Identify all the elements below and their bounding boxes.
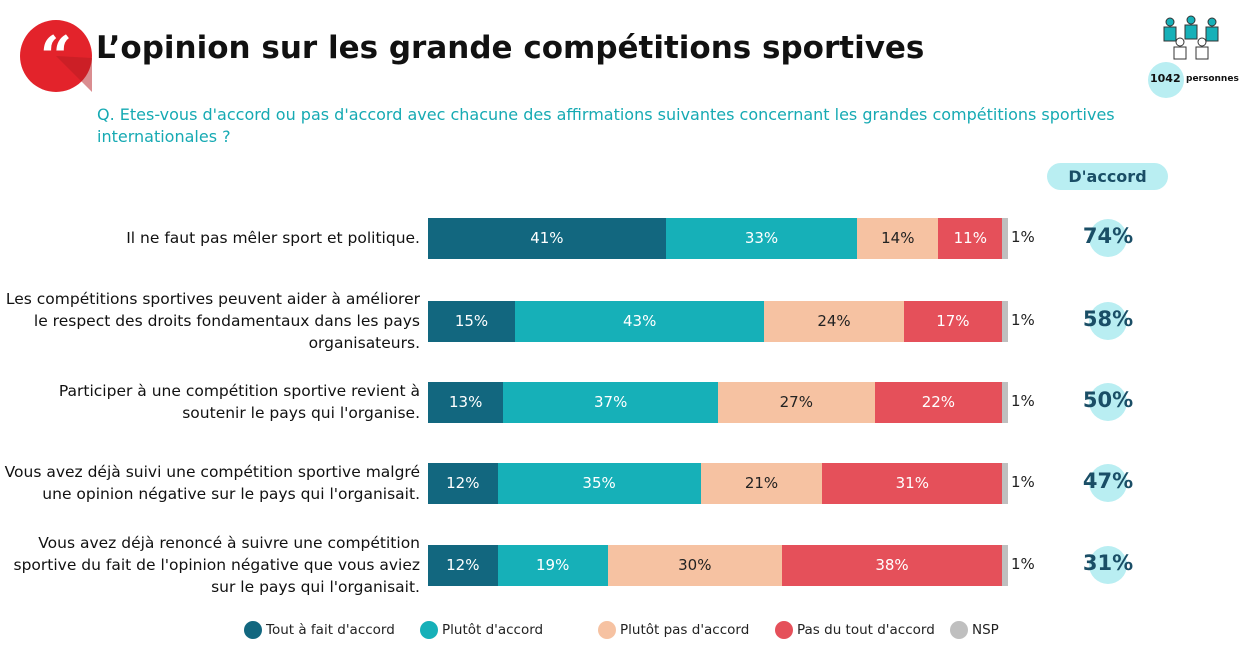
category-label: Participer à une compétition sportive re… bbox=[58, 382, 420, 422]
legend-swatch bbox=[775, 621, 793, 639]
agree-badge bbox=[1089, 219, 1127, 257]
bar-segment: 17% bbox=[903, 300, 1003, 342]
category-label: Vous avez déjà suivi une compétition spo… bbox=[4, 463, 420, 503]
bar-segment: 12% bbox=[428, 462, 498, 504]
bar-segment: 12% bbox=[428, 544, 498, 586]
bar-segment bbox=[1002, 462, 1008, 504]
agree-header: D'accord bbox=[1047, 163, 1168, 190]
bar-segment: 14% bbox=[857, 217, 939, 259]
bar-segment: 21% bbox=[700, 462, 823, 504]
nsp-label: 1% bbox=[1011, 555, 1035, 573]
quote-icon: “ bbox=[20, 20, 92, 92]
bar-segment bbox=[1002, 381, 1008, 423]
agree-badge bbox=[1089, 383, 1127, 421]
bar-segment: 31% bbox=[822, 462, 1003, 504]
people-icon bbox=[1163, 15, 1219, 60]
nsp-label: 1% bbox=[1011, 311, 1035, 329]
legend-swatch bbox=[598, 621, 616, 639]
bar-segment: 24% bbox=[764, 300, 904, 342]
agree-badge bbox=[1089, 464, 1127, 502]
svg-text:“: “ bbox=[40, 24, 72, 90]
bar-segment: 22% bbox=[874, 381, 1003, 423]
bar-segment: 41% bbox=[428, 217, 666, 259]
bar-segment: 15% bbox=[428, 300, 515, 342]
bar-segment: 11% bbox=[938, 217, 1003, 259]
legend-label: Plutôt pas d'accord bbox=[620, 622, 750, 638]
legend-swatch bbox=[950, 621, 968, 639]
category-label: Il ne faut pas mêler sport et politique. bbox=[126, 229, 420, 247]
sample-badge bbox=[1148, 62, 1184, 98]
bar-segment: 27% bbox=[718, 381, 875, 423]
agree-value: 58% bbox=[1082, 307, 1134, 331]
bar-segment: 30% bbox=[607, 544, 782, 586]
agree-badge bbox=[1089, 302, 1127, 340]
bar-segment bbox=[1002, 217, 1008, 259]
bar-segment: 35% bbox=[497, 462, 701, 504]
legend-label: Tout à fait d'accord bbox=[266, 622, 395, 638]
legend-swatch bbox=[420, 621, 438, 639]
legend-label: NSP bbox=[972, 622, 999, 638]
legend-label: Plutôt d'accord bbox=[442, 622, 544, 638]
category-label: Vous avez déjà renoncé à suivre une comp… bbox=[13, 534, 420, 596]
subtitle: Q. Etes-vous d'accord ou pas d'accord av… bbox=[97, 105, 1115, 146]
bar-segment bbox=[1002, 544, 1008, 586]
sample-count: 1042 bbox=[1150, 72, 1181, 85]
title: L’opinion sur les grande compétitions sp… bbox=[96, 30, 925, 66]
agree-value: 31% bbox=[1082, 551, 1134, 575]
agree-value: 74% bbox=[1082, 224, 1134, 248]
nsp-label: 1% bbox=[1011, 228, 1035, 246]
sample-unit: personnes bbox=[1186, 74, 1239, 84]
agree-value: 50% bbox=[1082, 388, 1134, 412]
legend-swatch bbox=[244, 621, 262, 639]
bar-segment: 38% bbox=[781, 544, 1003, 586]
legend-label: Pas du tout d'accord bbox=[797, 622, 935, 638]
nsp-label: 1% bbox=[1011, 392, 1035, 410]
agree-value: 47% bbox=[1082, 469, 1134, 493]
nsp-label: 1% bbox=[1011, 473, 1035, 491]
bar-segment: 43% bbox=[515, 300, 765, 342]
bar-segment: 33% bbox=[665, 217, 858, 259]
bar-segment: 19% bbox=[497, 544, 608, 586]
agree-badge bbox=[1089, 546, 1127, 584]
category-label: Les compétitions sportives peuvent aider… bbox=[5, 290, 420, 352]
bar-segment: 37% bbox=[503, 381, 718, 423]
bar-segment bbox=[1002, 300, 1008, 342]
bar-segment: 13% bbox=[428, 381, 504, 423]
